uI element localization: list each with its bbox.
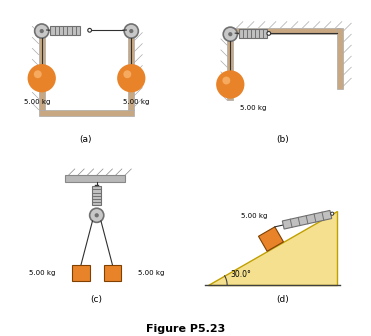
Circle shape [88, 28, 92, 32]
Circle shape [34, 70, 42, 78]
Bar [227, 34, 233, 100]
Text: (b): (b) [276, 135, 289, 144]
Text: 5.00 kg: 5.00 kg [123, 99, 149, 104]
Circle shape [223, 27, 237, 41]
Circle shape [331, 212, 334, 215]
Circle shape [117, 64, 145, 92]
Circle shape [35, 24, 49, 38]
Polygon shape [282, 210, 332, 229]
Polygon shape [50, 26, 80, 35]
Bar [65, 175, 125, 181]
Polygon shape [259, 227, 283, 251]
Text: 5.00 kg: 5.00 kg [241, 213, 267, 219]
Bar [39, 110, 134, 116]
Text: Figure P5.23: Figure P5.23 [146, 324, 225, 334]
Text: (d): (d) [276, 295, 289, 304]
Circle shape [267, 32, 271, 35]
Polygon shape [208, 211, 337, 285]
Bar [72, 265, 90, 281]
Polygon shape [239, 29, 267, 38]
Text: 5.00 kg: 5.00 kg [29, 270, 56, 276]
Text: 5.00 kg: 5.00 kg [240, 105, 266, 111]
Circle shape [228, 32, 232, 36]
Circle shape [95, 213, 99, 217]
Bar [104, 265, 121, 281]
Bar [39, 31, 45, 110]
Circle shape [129, 29, 134, 33]
Circle shape [124, 70, 131, 78]
Polygon shape [92, 186, 101, 205]
Circle shape [124, 24, 138, 38]
Text: 30.0°: 30.0° [230, 270, 251, 279]
Bar [337, 28, 344, 89]
Bar [128, 31, 134, 110]
Circle shape [216, 70, 244, 99]
Text: 5.00 kg: 5.00 kg [24, 99, 50, 104]
Circle shape [40, 29, 44, 33]
Bar [233, 28, 340, 34]
Circle shape [27, 64, 56, 92]
Circle shape [222, 77, 230, 84]
Text: (c): (c) [91, 295, 103, 304]
Text: 5.00 kg: 5.00 kg [138, 270, 164, 276]
Circle shape [90, 208, 104, 222]
Text: (a): (a) [79, 135, 92, 144]
